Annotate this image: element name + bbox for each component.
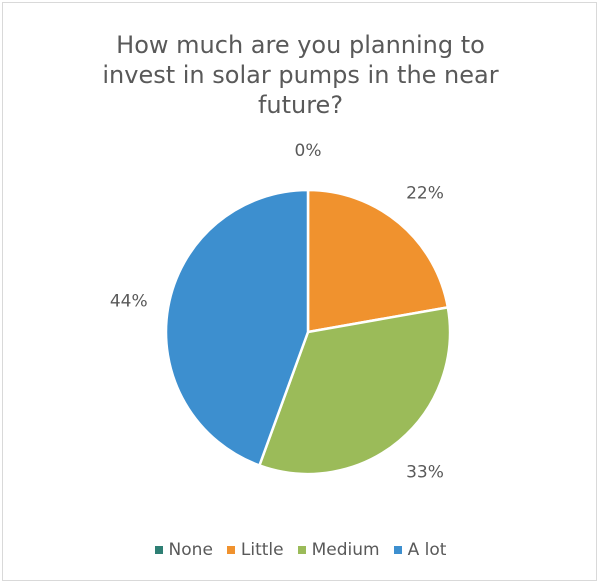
chart-title-line-1: How much are you planning to bbox=[116, 31, 485, 59]
chart-title-line-3: future? bbox=[257, 91, 344, 119]
legend-label-medium: Medium bbox=[311, 540, 380, 560]
data-label-a-lot: 44% bbox=[110, 291, 148, 311]
pie-slice-a-lot bbox=[164, 188, 310, 468]
data-label-medium: 33% bbox=[406, 462, 444, 482]
data-label-little: 22% bbox=[406, 184, 444, 204]
chart-title: How much are you planning to invest in s… bbox=[30, 30, 571, 120]
chart-legend: None Little Medium A lot bbox=[0, 540, 601, 560]
chart-title-line-2: invest in solar pumps in the near bbox=[102, 61, 499, 89]
legend-label-little: Little bbox=[240, 540, 284, 560]
data-label-none: 0% bbox=[295, 141, 322, 161]
legend-swatch-none bbox=[154, 546, 163, 554]
legend-label-a-lot: A lot bbox=[407, 540, 447, 560]
legend-item-medium: Medium bbox=[297, 540, 380, 560]
legend-swatch-medium bbox=[297, 546, 306, 554]
legend-swatch-little bbox=[226, 546, 235, 554]
legend-item-none: None bbox=[154, 540, 213, 560]
legend-label-none: None bbox=[168, 540, 213, 560]
legend-item-little: Little bbox=[226, 540, 284, 560]
pie-slice-little bbox=[306, 188, 450, 334]
pie-slice-medium bbox=[257, 305, 452, 476]
legend-swatch-a-lot bbox=[393, 546, 402, 554]
legend-item-a-lot: A lot bbox=[393, 540, 447, 560]
